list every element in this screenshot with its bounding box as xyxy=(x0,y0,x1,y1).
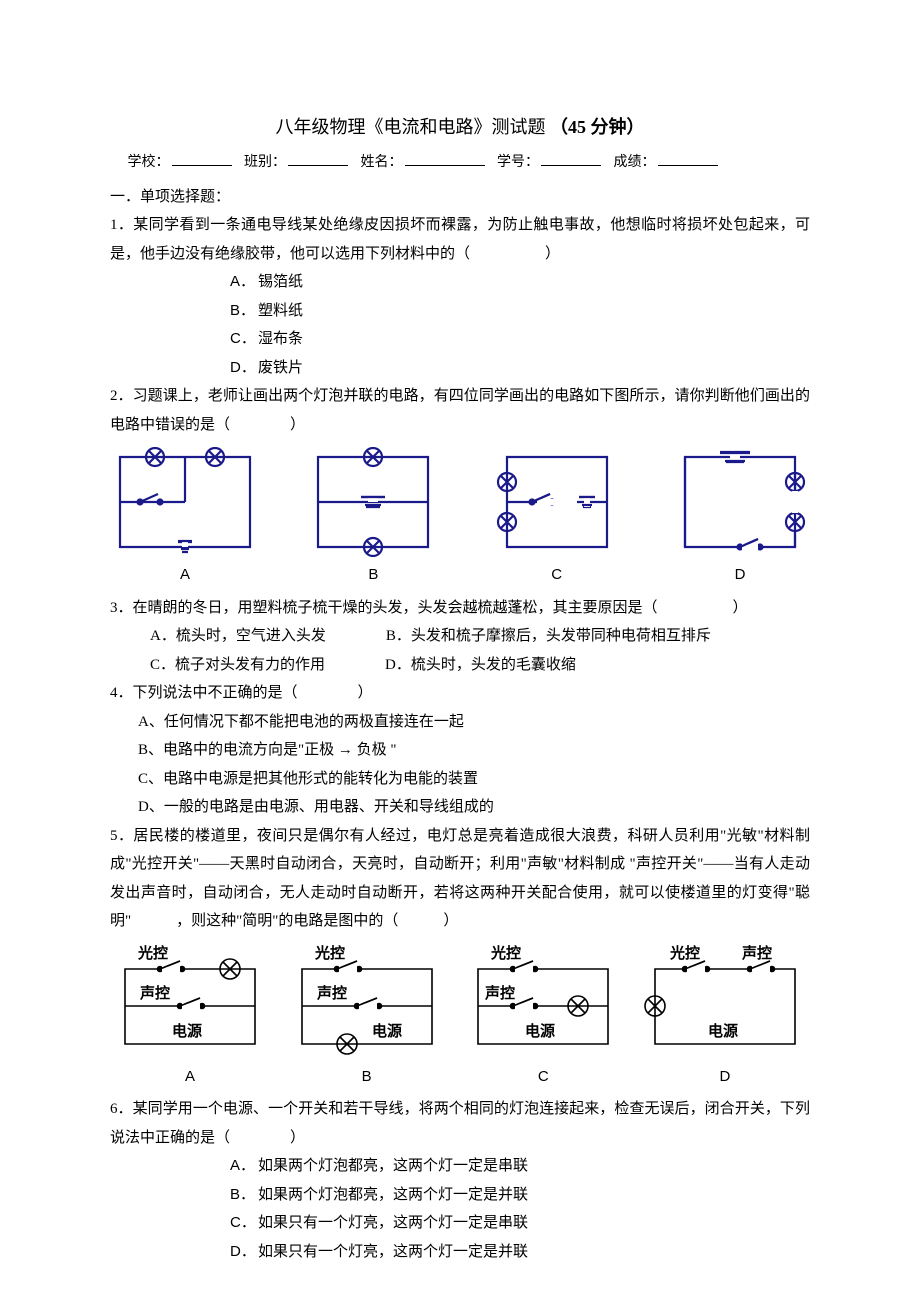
svg-text:声控: 声控 xyxy=(484,984,515,1002)
svg-text:电源: 电源 xyxy=(525,1022,555,1040)
q2-diagram-D: D xyxy=(670,447,810,590)
q6-B-letter: B． xyxy=(230,1181,258,1210)
q2-label-A: A xyxy=(110,561,260,590)
q1-C: 湿布条 xyxy=(258,331,303,347)
svg-text:声控: 声控 xyxy=(741,944,772,962)
q1-A: 锡箔纸 xyxy=(258,274,303,290)
q4-C: C、电路中电源是把其他形式的能转化为电能的装置 xyxy=(138,765,810,794)
q5A-light-label: 光控 xyxy=(137,944,168,962)
q6-B: 如果两个灯泡都亮，这两个灯一定是并联 xyxy=(258,1187,528,1203)
q1-D-letter: D． xyxy=(230,354,258,383)
q5-label-C: C xyxy=(463,1063,623,1092)
blank-name xyxy=(405,151,485,166)
q5A-src-label: 电源 xyxy=(172,1022,202,1040)
q4-text: 4．下列说法中不正确的是（ ） xyxy=(110,679,810,708)
svg-text:光控: 光控 xyxy=(314,944,345,962)
q2-label-C: C xyxy=(487,561,627,590)
page-title: 八年级物理《电流和电路》测试题 （45 分钟） xyxy=(110,110,810,144)
q2-label-D: D xyxy=(670,561,810,590)
section-heading: 一．单项选择题： xyxy=(110,183,810,212)
q6-text: 6．某同学用一个电源、一个开关和若干导线，将两个相同的灯泡连接起来，检查无误后，… xyxy=(110,1095,810,1152)
q5-label-D: D xyxy=(640,1063,810,1092)
q6-options: A．如果两个灯泡都亮，这两个灯一定是串联 B．如果两个灯泡都亮，这两个灯一定是并… xyxy=(110,1152,810,1266)
q6-D-letter: D． xyxy=(230,1238,258,1267)
q6-A: 如果两个灯泡都亮，这两个灯一定是串联 xyxy=(258,1158,528,1174)
q5-diagram-D: 光控 声控 电源 D xyxy=(640,944,810,1092)
svg-text:光控: 光控 xyxy=(669,944,700,962)
q3-B: B．头发和梳子摩擦后，头发带同种电荷相互排斥 xyxy=(386,622,711,651)
label-id: 学号： xyxy=(497,155,539,170)
q1-B-letter: B． xyxy=(230,297,258,326)
svg-text:声控: 声控 xyxy=(316,984,347,1002)
q3-A: A．梳头时，空气进入头发 xyxy=(150,622,326,651)
q5A-sound-label: 声控 xyxy=(139,984,170,1002)
q3-options: A．梳头时，空气进入头发 B．头发和梳子摩擦后，头发带同种电荷相互排斥 C．梳子… xyxy=(110,622,810,679)
blank-id xyxy=(541,151,601,166)
q5-diagrams: 光控 声控 电源 A 光控 声控 电源 B xyxy=(110,944,810,1092)
label-name: 姓名： xyxy=(361,155,403,170)
svg-text:光控: 光控 xyxy=(490,944,521,962)
q3-D: D．梳头时，头发的毛囊收缩 xyxy=(385,651,576,680)
q2-text: 2．习题课上，老师让画出两个灯泡并联的电路，有四位同学画出的电路如下图所示，请你… xyxy=(110,382,810,439)
q4-A: A、任何情况下都不能把电池的两极直接连在一起 xyxy=(138,708,810,737)
info-line: 学校： 班别： 姓名： 学号： 成绩： xyxy=(110,150,810,177)
svg-text:电源: 电源 xyxy=(372,1022,402,1040)
q5-text: 5．居民楼的楼道里，夜间只是偶尔有人经过，电灯总是亮着造成很大浪费，科研人员利用… xyxy=(110,822,810,936)
q6-C-letter: C． xyxy=(230,1209,258,1238)
q4-D: D、一般的电路是由电源、用电器、开关和导线组成的 xyxy=(138,793,810,822)
q5-label-A: A xyxy=(110,1063,270,1092)
q1-A-letter: A． xyxy=(230,268,258,297)
q1-B: 塑料纸 xyxy=(258,303,303,319)
q1-text: 1．某同学看到一条通电导线某处绝缘皮因损坏而裸露，为防止触电事故，他想临时将损坏… xyxy=(110,211,810,268)
q1-C-letter: C． xyxy=(230,325,258,354)
q3-text: 3．在晴朗的冬日，用塑料梳子梳干燥的头发，头发会越梳越蓬松，其主要原因是（ ） xyxy=(110,594,810,623)
q6-D: 如果只有一个灯亮，这两个灯一定是并联 xyxy=(258,1244,528,1260)
q3-C: C．梳子对头发有力的作用 xyxy=(150,651,325,680)
q2-diagrams: A B xyxy=(110,447,810,590)
q5-diagram-A: 光控 声控 电源 A xyxy=(110,944,270,1092)
label-class: 班别： xyxy=(244,155,286,170)
q1-options: A．锡箔纸 B．塑料纸 C．湿布条 D．废铁片 xyxy=(110,268,810,382)
title-time: （45 分钟） xyxy=(550,117,645,137)
q2-diagram-A: A xyxy=(110,447,260,590)
q2-label-B: B xyxy=(303,561,443,590)
q4-B: B、电路中的电流方向是"正极 → 负极 " xyxy=(138,736,810,765)
blank-class xyxy=(288,151,348,166)
q6-A-letter: A． xyxy=(230,1152,258,1181)
q2-diagram-B: B xyxy=(303,447,443,590)
q6-C: 如果只有一个灯亮，这两个灯一定是串联 xyxy=(258,1215,528,1231)
blank-school xyxy=(172,151,232,166)
title-main: 八年级物理《电流和电路》测试题 xyxy=(276,117,546,137)
blank-score xyxy=(658,151,718,166)
q5-diagram-B: 光控 声控 电源 B xyxy=(287,944,447,1092)
q5-diagram-C: 光控 声控 电源 C xyxy=(463,944,623,1092)
q1-D: 废铁片 xyxy=(258,360,303,376)
svg-text:电源: 电源 xyxy=(708,1022,738,1040)
q2-diagram-C: C xyxy=(487,447,627,590)
label-score: 成绩： xyxy=(614,155,656,170)
q5-label-B: B xyxy=(287,1063,447,1092)
label-school: 学校： xyxy=(128,155,170,170)
q4-options: A、任何情况下都不能把电池的两极直接连在一起 B、电路中的电流方向是"正极 → … xyxy=(110,708,810,822)
